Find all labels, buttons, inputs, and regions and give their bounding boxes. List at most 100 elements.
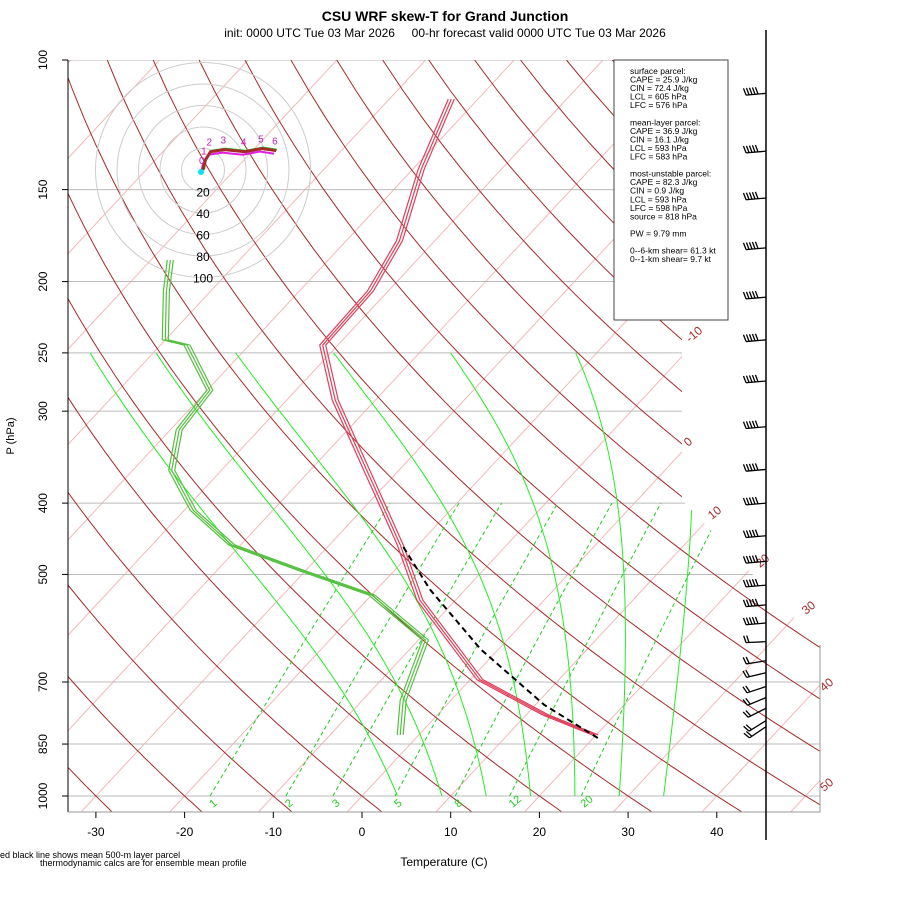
stats-line: LFC = 576 hPa	[630, 100, 688, 110]
hodograph-ring-label: 80	[196, 250, 210, 264]
chart-title: CSU WRF skew-T for Grand Junction	[322, 8, 569, 24]
wind-barb	[742, 555, 767, 564]
mixing-ratio-label: 5	[392, 797, 404, 810]
wind-barb-stroke	[754, 191, 759, 199]
hodograph-mean-line	[201, 146, 277, 171]
y-tick-label: 850	[36, 734, 50, 754]
wind-barb	[742, 87, 767, 96]
wind-barb-stroke	[742, 88, 747, 96]
hodograph-height-label: 6	[272, 137, 278, 148]
wind-barb-stroke	[742, 556, 747, 564]
wind-barb-stroke	[745, 242, 750, 250]
wind-barb-stroke	[751, 463, 756, 471]
hodograph-ring	[159, 126, 247, 214]
wind-barb-stroke	[746, 502, 767, 506]
wind-barb-stroke	[747, 707, 767, 718]
x-tick-label: 40	[710, 825, 724, 839]
stats-line: mean-layer parcel:	[630, 117, 700, 127]
wind-barb	[742, 578, 767, 588]
wind-barb	[742, 656, 767, 665]
wind-barb-stroke	[751, 374, 756, 383]
stats-line: 0--1-km shear= 9.7 kt	[630, 254, 712, 264]
isotherm-line	[68, 60, 249, 812]
stats-line: PW = 9.79 mm	[630, 228, 686, 238]
wind-barb-stroke	[751, 145, 756, 153]
wind-barb-stroke	[745, 375, 750, 383]
dry-adiabat-line	[68, 60, 202, 812]
isotherm-line	[68, 60, 338, 812]
moist-adiabat-line	[155, 352, 443, 797]
wind-barb-stroke	[754, 420, 759, 428]
wind-barb-stroke	[742, 464, 747, 472]
wind-barb-stroke	[742, 699, 749, 706]
mixing-ratio-label: 8	[452, 797, 464, 810]
stats-line: 0--6-km shear= 61.3 kt	[630, 246, 716, 256]
wind-barb-stroke	[748, 145, 753, 153]
wind-barb-stroke	[743, 635, 747, 643]
wind-barb-stroke	[742, 497, 747, 506]
hodograph-ring	[181, 148, 225, 192]
wind-barb-stroke	[745, 599, 750, 607]
hodograph-height-label: 0	[199, 156, 205, 167]
wind-barb-stroke	[746, 560, 767, 564]
wind-barb-stroke	[754, 144, 759, 153]
x-tick-label: 0	[359, 825, 366, 839]
wind-barb-stroke	[751, 333, 756, 342]
wind-barb-stroke	[751, 241, 756, 250]
isotherm-label: 30	[799, 598, 818, 618]
dry-adiabat-line	[244, 60, 820, 812]
wind-barb-stroke	[751, 616, 756, 625]
wind-barb-stroke	[749, 726, 767, 739]
wind-barb	[742, 241, 767, 251]
y-tick-label: 250	[36, 343, 50, 363]
mixing-ratio-line	[285, 502, 460, 797]
wind-barb-stroke	[742, 599, 747, 607]
wind-barb-stroke	[742, 657, 747, 665]
x-tick-label: 30	[621, 825, 635, 839]
wind-barb-stroke	[745, 334, 750, 342]
moist-adiabat-line	[235, 352, 487, 797]
mixing-ratio-label: 1	[207, 797, 219, 810]
stats-line: LCL = 605 hPa	[630, 92, 687, 102]
wind-barb	[742, 598, 767, 608]
footnote-parcel: ed black line shows mean 500-m layer par…	[0, 850, 180, 860]
isotherm-label: 0	[681, 434, 695, 449]
wind-barb-stroke	[748, 497, 753, 505]
wind-barb-stroke	[751, 87, 756, 95]
isotherm-line	[524, 60, 820, 812]
isotherm-label: -10	[683, 323, 706, 345]
wind-barb	[742, 191, 767, 201]
wind-barb-stroke	[743, 725, 750, 732]
x-tick-label: -20	[176, 825, 194, 839]
wind-barb-stroke	[743, 732, 750, 739]
stats-line: LFC = 583 hPa	[630, 152, 688, 162]
dry-adiabat-line	[290, 60, 820, 812]
wind-barb-stroke	[742, 242, 747, 250]
hodograph-height-label: 4	[241, 138, 247, 149]
mixing-ratio-line	[209, 502, 391, 797]
wind-barb	[743, 635, 767, 644]
wind-barb-stroke	[746, 468, 767, 472]
stats-line: CIN = 0.9 J/kg	[630, 186, 684, 196]
wind-barb	[742, 696, 767, 706]
mixing-ratio-line	[509, 502, 662, 797]
wind-barb-stroke	[742, 375, 747, 383]
wind-barb-stroke	[746, 635, 750, 643]
wind-barb-stroke	[754, 290, 759, 299]
y-tick-label: 300	[36, 401, 50, 421]
y-tick-label: 700	[36, 672, 50, 692]
stats-line: CIN = 16.1 J/kg	[630, 134, 689, 144]
temperature-line	[322, 98, 596, 736]
wind-barb-stroke	[751, 420, 756, 428]
wind-barb-stroke	[748, 529, 753, 538]
hodograph-height-label: 5	[258, 135, 264, 146]
hodograph-ring-label: 60	[196, 229, 210, 243]
stats-line: most-unstable parcel:	[630, 169, 711, 179]
hodograph-height-label: 1	[201, 146, 207, 157]
wind-barb-stroke	[748, 192, 753, 200]
wind-barb-stroke	[748, 242, 753, 250]
wind-barb-stroke	[748, 375, 753, 383]
wind-barb-stroke	[745, 530, 750, 538]
wind-barb-stroke	[745, 555, 750, 564]
hodograph-height-label: 3	[221, 136, 227, 147]
